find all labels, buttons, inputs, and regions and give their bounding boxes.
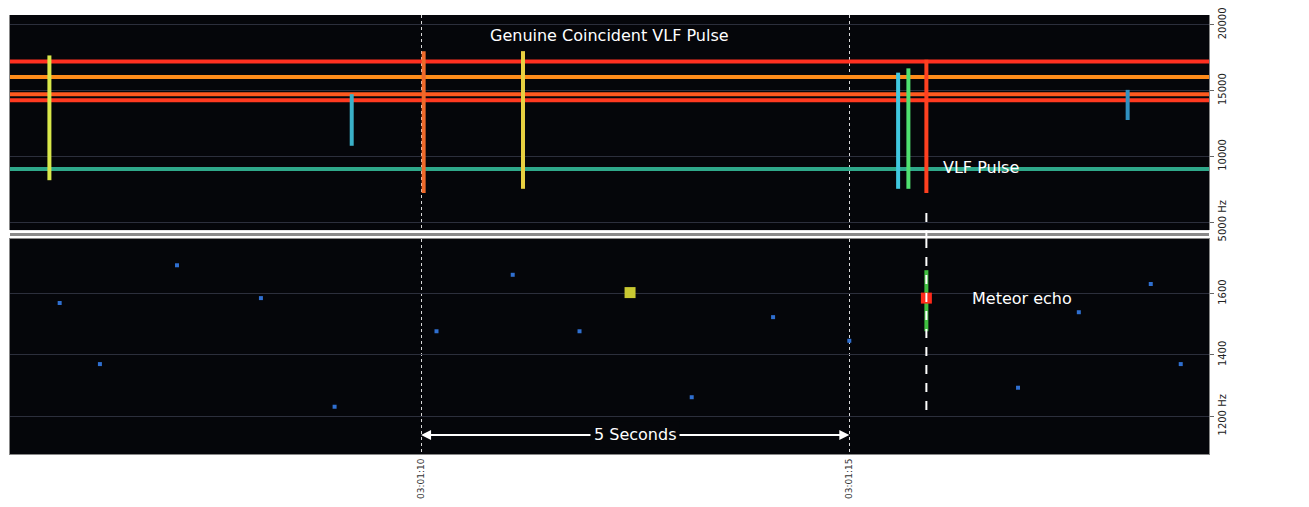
- svg-text:5000 Hz: 5000 Hz: [1217, 200, 1228, 241]
- svg-text:03:01:15: 03:01:15: [844, 459, 854, 499]
- svg-text:Genuine Coincident VLF Pulse: Genuine Coincident VLF Pulse: [490, 26, 729, 45]
- svg-text:15000: 15000: [1217, 73, 1228, 105]
- svg-text:20000: 20000: [1217, 7, 1228, 39]
- svg-text:1400: 1400: [1217, 341, 1228, 366]
- svg-text:5 Seconds: 5 Seconds: [594, 425, 676, 444]
- svg-text:VLF Pulse: VLF Pulse: [943, 158, 1019, 177]
- svg-text:1600: 1600: [1217, 279, 1228, 304]
- svg-text:03:01:10: 03:01:10: [416, 458, 426, 499]
- svg-text:10000: 10000: [1217, 139, 1228, 171]
- svg-text:Meteor echo: Meteor echo: [972, 289, 1072, 308]
- svg-text:1200 Hz: 1200 Hz: [1217, 394, 1228, 435]
